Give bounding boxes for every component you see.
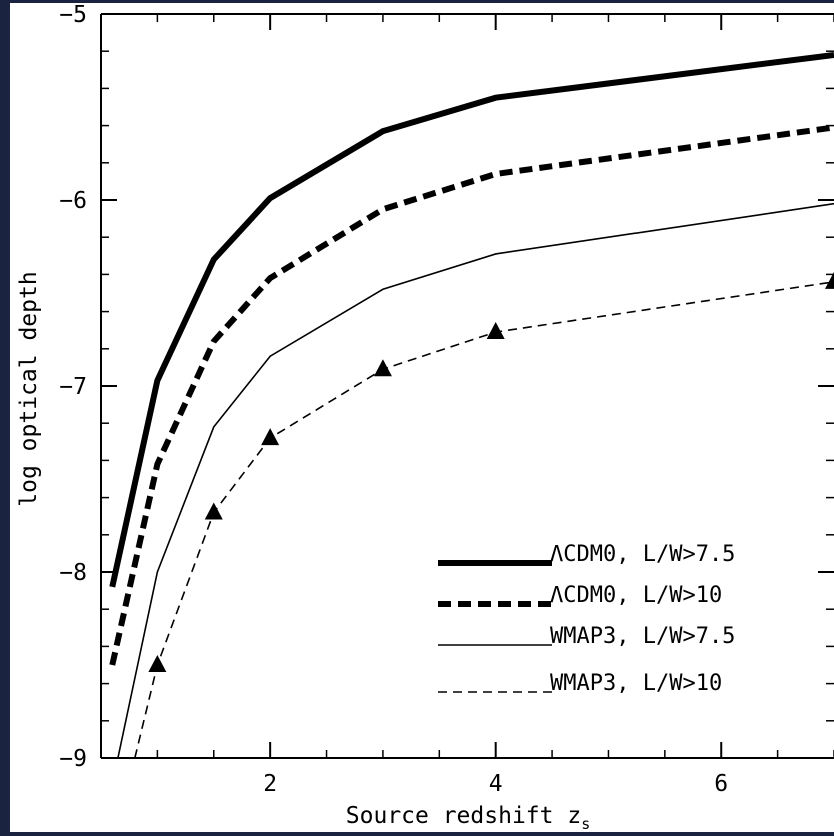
x-tick-label: 4 bbox=[489, 771, 503, 797]
legend-label-3: WMAP3, L/W>7.5 bbox=[550, 624, 735, 649]
legend-label-4: WMAP3, L/W>10 bbox=[550, 671, 722, 696]
series-marker-triangle bbox=[261, 428, 280, 446]
y-tick-label: −5 bbox=[59, 2, 87, 28]
legend: ΛCDM0, L/W>7.5 ΛCDM0, L/W>10 WMAP3, L/W>7.… bbox=[438, 542, 735, 696]
series-marker-triangle bbox=[204, 502, 223, 520]
series-line-2 bbox=[109, 124, 834, 666]
x-axis-label-main: Source redshift z bbox=[346, 803, 581, 829]
series-line-3 bbox=[117, 202, 834, 759]
y-tick-label: −7 bbox=[59, 374, 87, 400]
x-axis-label-subscript: s bbox=[581, 815, 590, 832]
series-marker-triangle bbox=[486, 322, 505, 340]
x-tick-label: 6 bbox=[714, 771, 728, 797]
legend-label-1: ΛCDM0, L/W>7.5 bbox=[550, 542, 735, 567]
y-axis-label: log optical depth bbox=[16, 271, 42, 506]
legend-label-2: ΛCDM0, L/W>10 bbox=[550, 583, 722, 608]
y-tick-label: −6 bbox=[59, 188, 87, 214]
series-line-1 bbox=[109, 51, 834, 588]
y-tick-label: −8 bbox=[59, 560, 87, 586]
plot-background bbox=[10, 3, 834, 832]
y-tick-label: −9 bbox=[59, 746, 87, 772]
series-group bbox=[109, 51, 834, 759]
series-marker-triangle bbox=[825, 271, 834, 289]
series-marker-triangle bbox=[148, 655, 167, 672]
x-tick-label: 2 bbox=[263, 771, 277, 797]
axes: −9 −8 −7 −6 −5 2 4 6 bbox=[59, 2, 834, 797]
x-axis-label: Source redshift zs bbox=[346, 803, 590, 832]
series-marker-triangle bbox=[373, 359, 392, 377]
